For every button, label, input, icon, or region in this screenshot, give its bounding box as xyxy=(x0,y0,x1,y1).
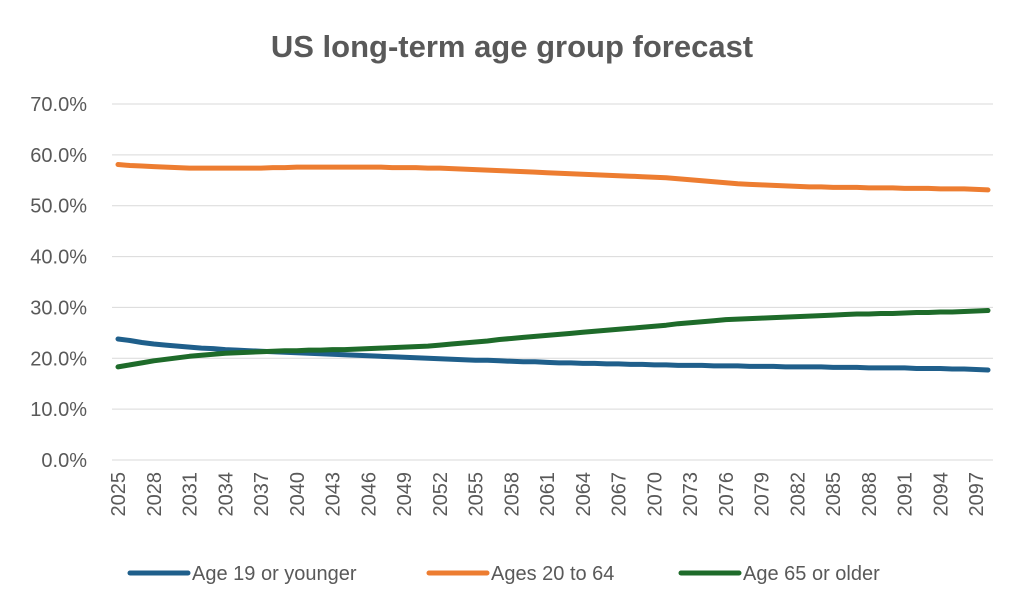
chart-title: US long-term age group forecast xyxy=(271,29,753,64)
y-tick-label: 50.0% xyxy=(30,196,87,218)
x-tick-label: 2085 xyxy=(823,472,845,517)
x-tick-label: 2049 xyxy=(394,472,416,517)
x-tick-label: 2028 xyxy=(144,472,166,517)
series-line-age-65-or-older xyxy=(115,308,991,370)
x-tick-label: 2025 xyxy=(108,472,130,517)
x-tick-label: 2073 xyxy=(680,472,702,517)
y-tick-label: 60.0% xyxy=(30,145,87,167)
x-tick-label: 2040 xyxy=(287,472,309,517)
x-tick-label: 2037 xyxy=(251,472,273,517)
legend-label-age-65-or-older: Age 65 or older xyxy=(743,563,880,585)
x-tick-label: 2094 xyxy=(930,472,952,517)
x-tick-label: 2097 xyxy=(966,472,988,517)
x-tick-label: 2046 xyxy=(358,472,380,517)
y-tick-label: 30.0% xyxy=(30,297,87,319)
legend: Age 19 or younger Ages 20 to 64 Age 65 or … xyxy=(127,563,880,585)
x-tick-label: 2064 xyxy=(573,472,595,517)
x-tick-label: 2034 xyxy=(215,472,237,517)
y-tick-label: 70.0% xyxy=(30,94,87,116)
x-tick-label: 2088 xyxy=(859,472,881,517)
x-axis-tick-labels: 2025 2028 2031 2034 2037 2040 2043 2046 2049 2052… xyxy=(108,472,988,517)
x-tick-label: 2067 xyxy=(609,472,631,517)
x-tick-label: 2076 xyxy=(716,472,738,517)
y-axis-tick-labels: 0.0% 10.0% 20.0% 30.0% 40.0% 50.0% 60.0% 70.0% xyxy=(30,94,87,472)
series-lines xyxy=(115,162,991,373)
y-tick-label: 40.0% xyxy=(30,247,87,269)
gridlines xyxy=(112,103,993,461)
x-tick-label: 2061 xyxy=(537,472,559,517)
y-tick-label: 20.0% xyxy=(30,348,87,370)
y-tick-label: 10.0% xyxy=(30,399,87,421)
series-line-ages-20-to-64 xyxy=(115,162,991,193)
x-tick-label: 2058 xyxy=(501,472,523,517)
x-tick-label: 2082 xyxy=(787,472,809,517)
x-tick-label: 2043 xyxy=(323,472,345,517)
y-tick-label: 0.0% xyxy=(41,450,87,472)
x-tick-label: 2070 xyxy=(644,472,666,517)
x-tick-label: 2031 xyxy=(180,472,202,517)
x-tick-label: 2079 xyxy=(752,472,774,517)
legend-label-age-19-or-younger: Age 19 or younger xyxy=(192,563,357,585)
x-tick-label: 2091 xyxy=(895,472,917,517)
legend-label-ages-20-to-64: Ages 20 to 64 xyxy=(491,563,614,585)
x-tick-label: 2055 xyxy=(466,472,488,517)
x-tick-label: 2052 xyxy=(430,472,452,517)
